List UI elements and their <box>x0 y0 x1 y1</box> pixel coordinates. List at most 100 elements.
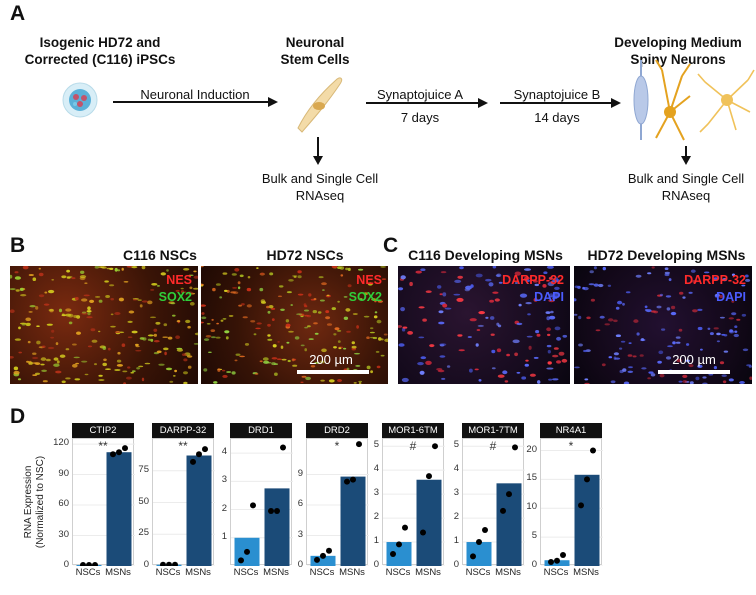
cell-mark <box>313 322 318 325</box>
cell-mark <box>721 333 726 336</box>
cell-mark <box>135 343 139 347</box>
y-tick-label: 0 <box>531 559 537 570</box>
cell-mark <box>117 351 121 355</box>
cell-mark <box>121 343 126 347</box>
cell-mark <box>409 281 413 287</box>
y-tick-label: 60 <box>58 498 69 510</box>
significance-marker: * <box>334 439 340 453</box>
cell-mark <box>104 280 109 283</box>
cell-mark <box>102 362 107 367</box>
facet-svg <box>307 441 369 566</box>
cell-mark <box>533 356 539 359</box>
cell-mark <box>651 266 655 269</box>
cell-mark <box>86 310 92 313</box>
data-point <box>432 443 438 450</box>
cell-mark <box>713 366 717 370</box>
y-tick-label: 30 <box>58 528 69 540</box>
cell-mark <box>38 267 41 270</box>
cell-mark <box>216 322 219 325</box>
step-neuronal-induction: Neuronal Induction <box>140 87 250 102</box>
cell-mark <box>234 268 240 272</box>
cell-mark <box>55 370 62 374</box>
cell-mark <box>237 281 241 285</box>
cell-mark <box>203 368 208 372</box>
cell-mark <box>519 293 528 298</box>
nsc-hd72-title: HD72 NSCs <box>266 247 344 263</box>
cell-mark <box>439 355 446 358</box>
cell-mark <box>127 366 131 369</box>
cell-mark <box>247 276 251 279</box>
nsc-hd72-stain-nes: NES <box>356 273 382 287</box>
cell-mark <box>313 298 317 301</box>
cell-mark <box>496 322 500 326</box>
msn-c116-title: C116 Developing MSNs <box>408 247 563 263</box>
cell-mark <box>485 316 489 319</box>
cell-mark <box>72 363 78 368</box>
cell-mark <box>183 268 190 271</box>
cell-mark <box>548 276 553 280</box>
cell-mark <box>42 380 48 383</box>
cell-mark <box>201 304 206 307</box>
cell-mark <box>702 376 707 379</box>
cell-mark <box>314 362 320 364</box>
cell-mark <box>374 311 378 314</box>
cell-mark <box>98 379 105 381</box>
cell-mark <box>744 274 749 278</box>
cell-mark <box>688 364 694 368</box>
y-tick-label: 4 <box>453 463 459 475</box>
cell-mark <box>521 376 527 380</box>
cell-mark <box>485 278 492 282</box>
facet-svg <box>541 447 603 566</box>
cell-mark <box>94 363 97 366</box>
cell-mark <box>492 291 499 294</box>
cell-mark <box>144 362 151 365</box>
cell-mark <box>558 351 565 356</box>
x-category-label: MSNs <box>105 567 131 578</box>
cell-mark <box>189 302 195 306</box>
cell-mark <box>686 343 690 346</box>
cell-mark <box>137 299 142 301</box>
cell-mark <box>584 378 589 381</box>
cell-mark <box>41 345 46 348</box>
cell-mark <box>438 310 444 314</box>
cell-mark <box>166 269 169 272</box>
cell-mark <box>675 341 681 344</box>
cell-mark <box>278 285 284 288</box>
cell-mark <box>28 274 34 276</box>
cell-mark <box>46 358 51 362</box>
cell-mark <box>598 283 604 288</box>
cell-mark <box>59 354 66 358</box>
cell-mark <box>546 327 551 332</box>
cell-mark <box>668 278 672 282</box>
cell-mark <box>239 355 245 358</box>
cell-mark <box>377 300 383 303</box>
cell-mark <box>141 300 148 303</box>
cell-mark <box>271 362 276 366</box>
cell-mark <box>18 326 21 330</box>
cell-mark <box>514 352 518 357</box>
cell-mark <box>469 318 477 322</box>
cell-mark <box>529 373 536 377</box>
cell-mark <box>201 316 207 320</box>
cell-mark <box>516 322 523 326</box>
cell-mark <box>105 295 110 298</box>
cell-mark <box>235 353 241 356</box>
cell-mark <box>262 357 269 361</box>
facet-svg <box>463 444 525 566</box>
cell-mark <box>337 266 342 269</box>
cell-mark <box>114 331 121 333</box>
cell-mark <box>40 363 45 366</box>
cell-mark <box>128 310 135 314</box>
y-axis-label: RNA Expression (Normalized to NSC) <box>23 427 47 577</box>
cell-mark <box>308 338 314 340</box>
cell-mark <box>277 358 282 360</box>
cell-mark <box>583 349 588 353</box>
cell-mark <box>226 371 232 373</box>
cell-mark <box>548 378 553 381</box>
cell-mark <box>114 267 118 272</box>
cell-mark <box>259 360 263 363</box>
cell-mark <box>488 282 494 287</box>
cell-mark <box>260 299 266 303</box>
cell-mark <box>280 345 284 349</box>
cell-mark <box>534 283 540 287</box>
